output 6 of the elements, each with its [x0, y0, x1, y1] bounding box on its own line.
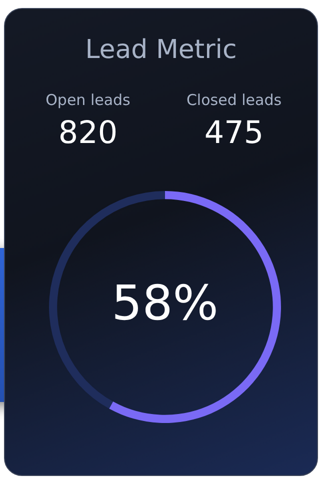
data-label: 58% [112, 275, 218, 332]
text: 475 [203, 115, 265, 151]
text: Closed leads [185, 91, 283, 109]
text: 820 [57, 115, 119, 151]
text: Open leads [44, 91, 132, 109]
chart-title: Lead Metric [84, 35, 238, 65]
